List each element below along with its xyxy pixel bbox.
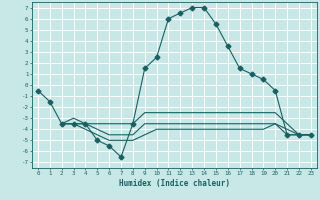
X-axis label: Humidex (Indice chaleur): Humidex (Indice chaleur) bbox=[119, 179, 230, 188]
